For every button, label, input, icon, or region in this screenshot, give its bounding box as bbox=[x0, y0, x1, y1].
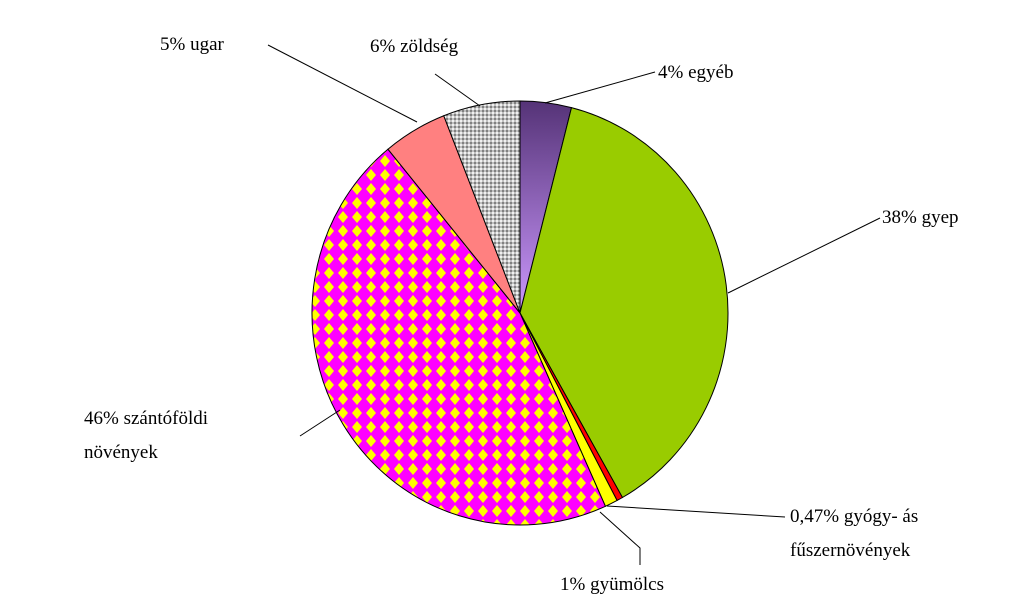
leader-line bbox=[434, 73, 481, 107]
leader-line bbox=[544, 71, 656, 104]
leader-line bbox=[727, 217, 881, 294]
pie-slice bbox=[519, 106, 729, 499]
leader-line bbox=[599, 511, 641, 565]
slice-label: 46% szántóföldi növények bbox=[84, 408, 209, 463]
slice-label: 38% gyep bbox=[882, 207, 959, 228]
leader-line bbox=[299, 409, 341, 437]
pie-slice bbox=[443, 100, 521, 314]
slice-label: 5% ugar bbox=[160, 34, 224, 55]
slice-label: 1% gyümölcs bbox=[560, 574, 664, 595]
slice-label: 6% zöldség bbox=[370, 36, 459, 57]
leader-line bbox=[606, 505, 786, 518]
slice-label: 0,47% gyógy- ás fűszernövények bbox=[790, 506, 919, 561]
pie-slice bbox=[311, 148, 607, 526]
leader-line bbox=[267, 44, 418, 123]
slice-label: 4% egyéb bbox=[658, 62, 734, 83]
